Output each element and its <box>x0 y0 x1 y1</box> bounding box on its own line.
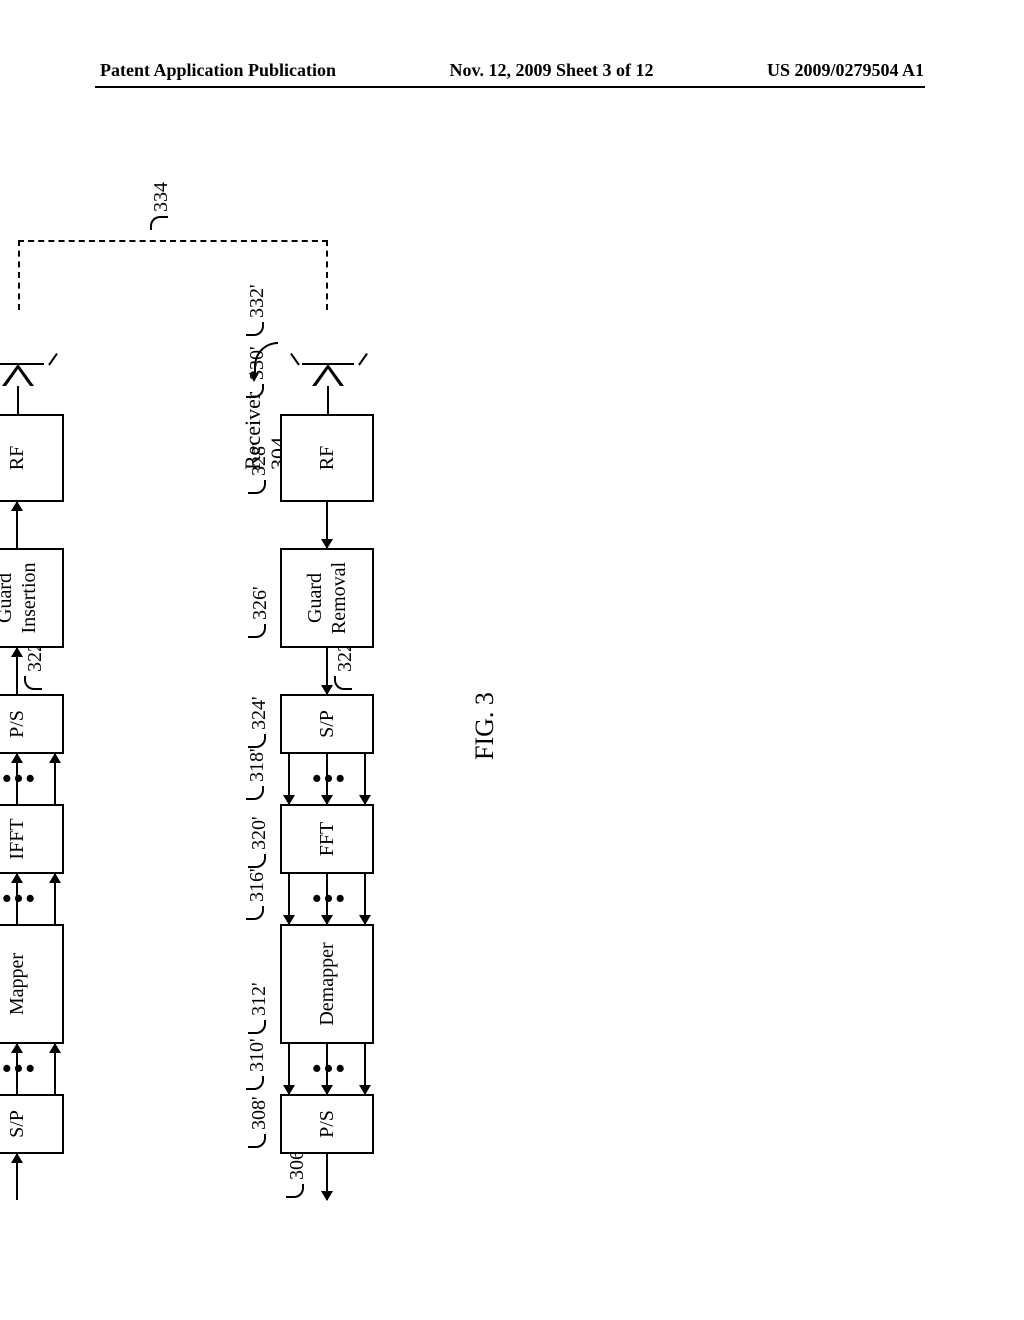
arrow-icon <box>16 1154 18 1200</box>
ref-312p-text: 312' <box>248 982 270 1016</box>
block-ifft: IFFT 320 <box>0 804 64 874</box>
block-sp: S/P 308 <box>0 1094 64 1154</box>
ref-318p-text: 318' <box>246 748 268 782</box>
ref-310p: 310' <box>246 1038 269 1090</box>
block-guard-removal: Guard Removal 326' <box>280 548 374 648</box>
block-rf-label: RF <box>6 446 29 470</box>
header-rule <box>95 86 925 88</box>
block-guard-insertion: Guard Insertion 326 <box>0 548 64 648</box>
block-demapper-label: Demapper <box>316 942 339 1025</box>
multi-arrow-icon: ··· 318' <box>280 754 374 804</box>
block-guard-label: Guard Insertion <box>0 562 41 633</box>
block-mapper-label: Mapper <box>6 953 29 1015</box>
figure-caption: FIG. 3 <box>470 692 500 760</box>
hook-icon <box>248 1020 266 1034</box>
ref-324p: 324' <box>248 696 271 748</box>
block-ps-label: P/S <box>6 710 29 738</box>
multi-arrow-icon: ··· 310 <box>0 1044 64 1094</box>
block-diagram: Transmitter 302 Receiver 304 306 S/P 308 <box>0 370 970 970</box>
ref-326p: 326' <box>248 586 272 638</box>
header-center: Nov. 12, 2009 Sheet 3 of 12 <box>450 60 654 81</box>
block-fft: FFT 320' <box>280 804 374 874</box>
hook-icon <box>248 854 266 868</box>
multi-arrow-icon: ··· 316' <box>280 874 374 924</box>
channel-link <box>18 240 328 310</box>
receiver-chain: 306' P/S 308' ··· 310' Dema <box>280 362 374 1200</box>
antenna-rx-icon: 330' 332' <box>280 362 374 414</box>
ref-320p: 320' <box>248 816 271 868</box>
ref-330p: 330' <box>246 346 269 398</box>
block-mapper: Mapper 312 <box>0 924 64 1044</box>
header-right: US 2009/0279504 A1 <box>767 60 924 81</box>
ref-320p-text: 320' <box>248 816 270 850</box>
patent-header: Patent Application Publication Nov. 12, … <box>0 60 1024 81</box>
hook-icon <box>286 1184 304 1198</box>
arrow-icon <box>326 1154 328 1200</box>
hook-icon <box>248 480 266 494</box>
block-rf-rx-label: RF <box>316 446 339 470</box>
block-sp-rx: S/P 324' <box>280 694 374 754</box>
ref-330p-text: 330' <box>246 346 268 380</box>
ref-334: 334 <box>150 182 173 230</box>
ref-326p-text: 326' <box>249 586 271 620</box>
block-ps: P/S 324 <box>0 694 64 754</box>
block-guard-removal-label: Guard Removal <box>303 562 351 634</box>
multi-arrow-icon: ··· 310' <box>280 1044 374 1094</box>
hook-icon <box>246 384 264 398</box>
arrow-icon <box>16 502 18 548</box>
ref-328p-text: 328' <box>248 442 270 476</box>
arrow-icon <box>326 648 328 694</box>
ref-312p: 312' <box>248 982 271 1034</box>
transmitter-chain: 306 S/P 308 ··· 310 Mapper <box>0 362 64 1200</box>
block-rf-rx: RF 328' <box>280 414 374 502</box>
hook-icon <box>334 676 352 690</box>
page: Patent Application Publication Nov. 12, … <box>0 0 1024 1320</box>
block-demapper: Demapper 312' <box>280 924 374 1044</box>
ref-308p: 308' <box>248 1096 271 1148</box>
hook-icon <box>246 786 264 800</box>
block-fft-label: FFT <box>316 822 339 856</box>
arrow-icon <box>326 502 328 548</box>
ref-306p: 306' <box>286 1146 309 1198</box>
block-ifft-label: IFFT <box>6 818 29 859</box>
antenna-tx-icon: 330 332 <box>0 362 64 414</box>
ref-334-text: 334 <box>150 182 172 212</box>
ref-322: 322 <box>24 642 47 690</box>
header-left: Patent Application Publication <box>100 60 336 81</box>
multi-arrow-icon: ··· 316 <box>0 874 64 924</box>
ref-316p-text: 316' <box>246 868 268 902</box>
ref-318p: 318' <box>246 748 269 800</box>
block-sp-label: S/P <box>6 1110 29 1138</box>
ref-316p: 316' <box>246 868 269 920</box>
block-ps-rx-label: P/S <box>316 1110 339 1138</box>
ref-324p-text: 324' <box>248 696 270 730</box>
ref-310p-text: 310' <box>246 1038 268 1072</box>
hook-icon <box>248 1134 266 1148</box>
ref-308p-text: 308' <box>248 1096 270 1130</box>
block-ps-rx: P/S 308' <box>280 1094 374 1154</box>
hook-icon <box>24 676 42 690</box>
ref-328p: 328' <box>248 442 271 494</box>
block-rf-tx: RF 328 <box>0 414 64 502</box>
block-sp-rx-label: S/P <box>316 710 339 738</box>
arrow-icon <box>16 648 18 694</box>
hook-icon <box>248 734 266 748</box>
hook-icon <box>246 322 264 336</box>
hook-icon <box>246 1076 264 1090</box>
hook-icon <box>248 624 266 638</box>
hook-icon <box>150 216 168 230</box>
multi-arrow-icon: ··· 318 <box>0 754 64 804</box>
hook-icon <box>246 906 264 920</box>
